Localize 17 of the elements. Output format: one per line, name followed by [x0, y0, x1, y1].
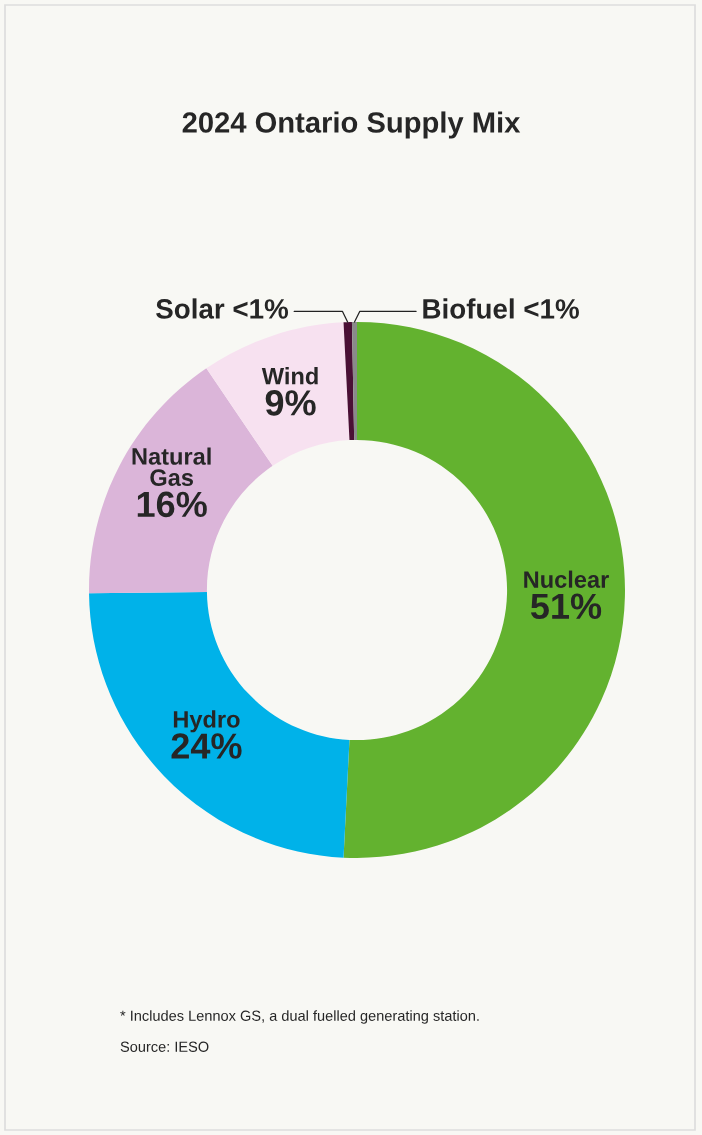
donut-slice — [351, 322, 357, 440]
chart-title: 2024 Ontario Supply Mix — [182, 111, 521, 139]
slice-label: Solar <1% — [156, 298, 289, 319]
slice-label: Wind — [261, 367, 318, 385]
donut-slice — [89, 591, 350, 858]
data-label: 51% — [530, 593, 602, 620]
slice-label: Natural Gas — [132, 447, 211, 486]
data-label: 16% — [137, 491, 207, 518]
slice-label: Biofuel <1% — [423, 298, 579, 319]
data-label: 9% — [265, 390, 316, 416]
data-label: 24% — [171, 733, 242, 759]
slice-label: Nuclear — [524, 570, 609, 588]
source-note: Source: IESO — [120, 1041, 209, 1052]
donut-slice — [343, 322, 625, 858]
slice-label: Hydro — [173, 710, 240, 733]
donut-slice — [343, 322, 355, 441]
text: * Includes Lennox GS, a dual fuelled generating station. — [120, 1010, 479, 1024]
